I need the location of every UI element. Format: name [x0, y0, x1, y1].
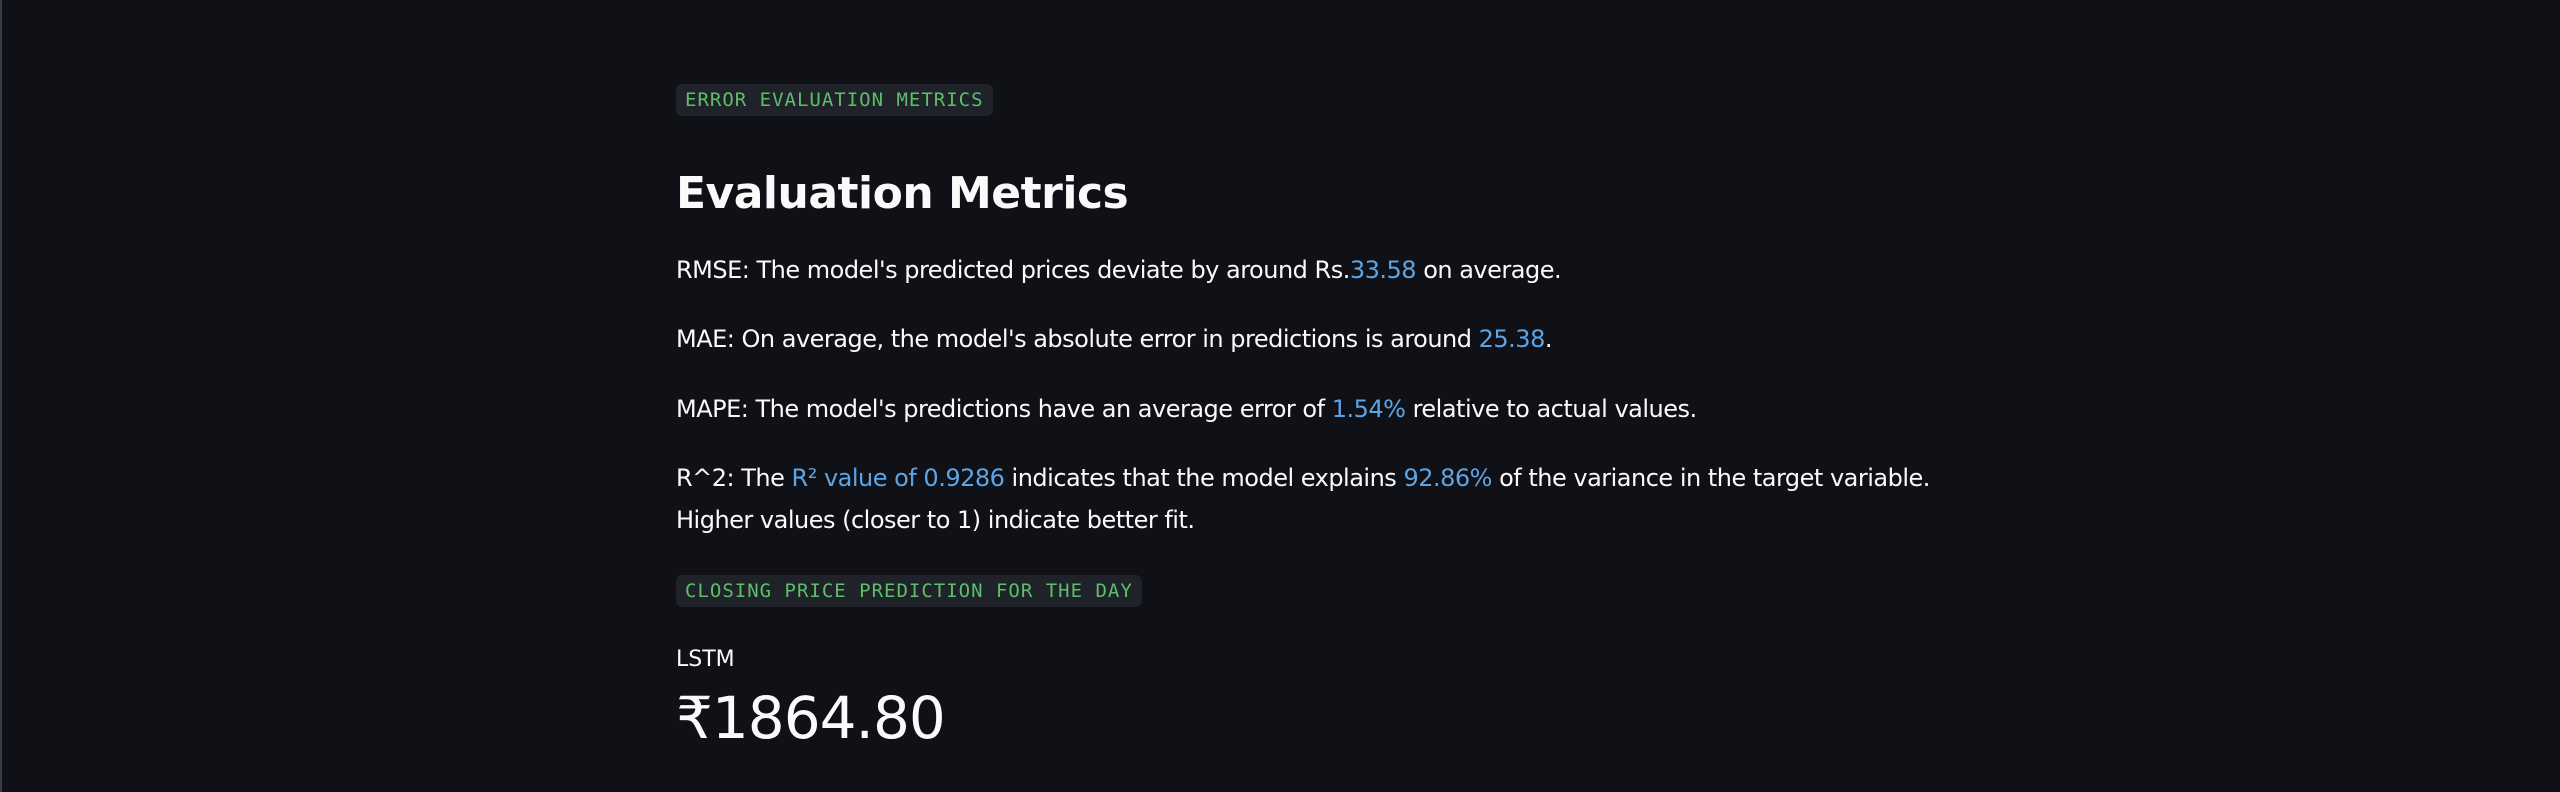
rmse-suffix: on average.	[1416, 256, 1562, 284]
error-metrics-section-tag: ERROR EVALUATION METRICS	[676, 84, 993, 116]
mae-prefix: MAE: On average, the model's absolute er…	[676, 325, 1479, 353]
evaluation-metrics-heading: Evaluation Metrics	[676, 168, 1129, 219]
r2-suffix: of the variance in the target variable.	[1491, 464, 1930, 492]
mape-value: 1.54%	[1331, 395, 1406, 423]
rmse-value: 33.58	[1349, 256, 1417, 284]
closing-price-section-tag: CLOSING PRICE PREDICTION FOR THE DAY	[676, 575, 1142, 607]
r2-middle: indicates that the model explains	[1004, 464, 1404, 492]
mae-value: 25.38	[1478, 325, 1546, 353]
window-left-border	[0, 0, 2, 792]
r2-percent: 92.86%	[1403, 464, 1492, 492]
mape-suffix: relative to actual values.	[1405, 395, 1698, 423]
mae-text: MAE: On average, the model's absolute er…	[676, 318, 1553, 360]
mape-text: MAPE: The model's predictions have an av…	[676, 388, 1697, 430]
r2-value: R² value of 0.9286	[791, 464, 1005, 492]
r2-explanation: Higher values (closer to 1) indicate bet…	[676, 506, 1195, 534]
rmse-prefix: RMSE: The model's predicted prices devia…	[676, 256, 1350, 284]
mape-prefix: MAPE: The model's predictions have an av…	[676, 395, 1332, 423]
r2-prefix: R^2: The	[676, 464, 792, 492]
prediction-value: ₹1864.80	[676, 684, 946, 752]
r2-text: R^2: The R² value of 0.9286 indicates th…	[676, 457, 1930, 499]
mae-suffix: .	[1544, 325, 1553, 353]
rmse-text: RMSE: The model's predicted prices devia…	[676, 249, 1562, 291]
prediction-model-label: LSTM	[676, 647, 735, 672]
